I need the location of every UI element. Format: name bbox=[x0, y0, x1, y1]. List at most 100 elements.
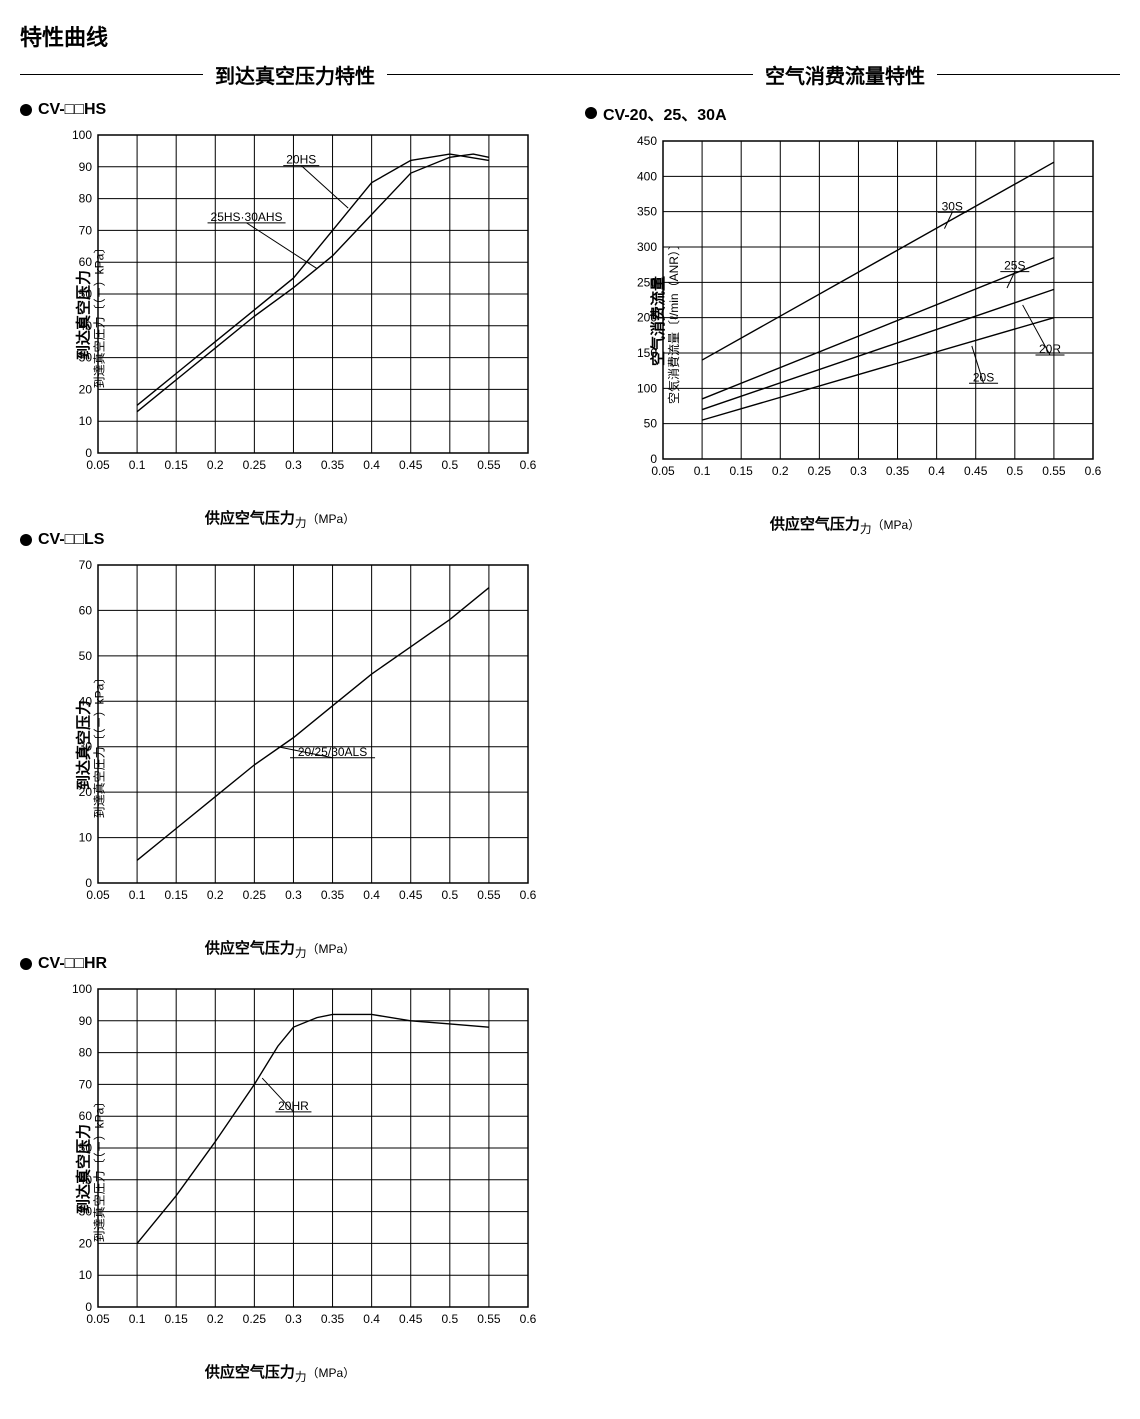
svg-text:0.1: 0.1 bbox=[129, 1312, 146, 1326]
svg-text:0.2: 0.2 bbox=[207, 458, 224, 472]
callout-20-25-30ALS: 20/25/30ALS bbox=[298, 745, 367, 759]
svg-text:0.45: 0.45 bbox=[399, 458, 423, 472]
svg-text:400: 400 bbox=[637, 169, 657, 183]
svg-text:0.35: 0.35 bbox=[321, 888, 345, 902]
svg-text:0.45: 0.45 bbox=[399, 1312, 423, 1326]
svg-text:0.2: 0.2 bbox=[207, 1312, 224, 1326]
svg-text:0.3: 0.3 bbox=[285, 1312, 302, 1326]
chart2-title-row: CV-□□LS bbox=[20, 531, 555, 549]
chart4-title-row: CV-20、25、30A bbox=[585, 101, 1120, 125]
svg-text:0.35: 0.35 bbox=[886, 464, 910, 478]
callout-25HS-30AHS: 25HS·30AHS bbox=[211, 210, 283, 224]
svg-text:0.5: 0.5 bbox=[441, 888, 458, 902]
svg-text:0.45: 0.45 bbox=[399, 888, 423, 902]
right-section-header: 空气消费流量特性 bbox=[570, 60, 1120, 89]
charts-grid: CV-□□HS 0.050.10.150.20.250.30.350.40.45… bbox=[20, 101, 1120, 1359]
svg-text:0.35: 0.35 bbox=[321, 458, 345, 472]
svg-text:0.05: 0.05 bbox=[651, 464, 675, 478]
bullet-icon bbox=[20, 534, 32, 546]
svg-text:0.4: 0.4 bbox=[363, 888, 380, 902]
bullet-icon bbox=[585, 107, 597, 119]
svg-text:0.25: 0.25 bbox=[243, 458, 267, 472]
svg-text:0.4: 0.4 bbox=[363, 458, 380, 472]
left-section-label: 到达真空压力特性 bbox=[215, 60, 375, 89]
series-20R bbox=[702, 289, 1054, 409]
svg-text:0.55: 0.55 bbox=[477, 458, 501, 472]
svg-text:0.5: 0.5 bbox=[441, 458, 458, 472]
svg-text:350: 350 bbox=[637, 205, 657, 219]
svg-text:0: 0 bbox=[85, 1300, 92, 1314]
svg-text:0.6: 0.6 bbox=[520, 458, 537, 472]
svg-text:70: 70 bbox=[79, 223, 93, 237]
svg-text:0.55: 0.55 bbox=[477, 1312, 501, 1326]
chart1-block: CV-□□HS 0.050.10.150.20.250.30.350.40.45… bbox=[20, 101, 555, 511]
svg-text:50: 50 bbox=[79, 649, 93, 663]
series-30S bbox=[702, 162, 1054, 360]
svg-text:450: 450 bbox=[637, 134, 657, 148]
svg-text:10: 10 bbox=[79, 831, 93, 845]
svg-text:0.05: 0.05 bbox=[86, 888, 110, 902]
svg-text:0.45: 0.45 bbox=[964, 464, 988, 478]
svg-text:0.25: 0.25 bbox=[808, 464, 832, 478]
svg-text:0.6: 0.6 bbox=[520, 1312, 537, 1326]
svg-text:80: 80 bbox=[79, 192, 93, 206]
callout-20HS: 20HS bbox=[286, 153, 316, 167]
svg-text:0.5: 0.5 bbox=[1006, 464, 1023, 478]
svg-text:90: 90 bbox=[79, 160, 93, 174]
series-20HR bbox=[137, 1014, 489, 1243]
svg-text:50: 50 bbox=[644, 417, 658, 431]
svg-text:10: 10 bbox=[79, 1268, 93, 1282]
chart1-title-row: CV-□□HS bbox=[20, 101, 555, 119]
svg-text:0.25: 0.25 bbox=[243, 1312, 267, 1326]
svg-text:70: 70 bbox=[79, 1077, 93, 1091]
right-section-label: 空气消费流量特性 bbox=[765, 60, 925, 89]
series-20HS bbox=[137, 154, 489, 405]
series-20-25-30ALS bbox=[137, 588, 489, 861]
svg-text:10: 10 bbox=[79, 414, 93, 428]
svg-text:0: 0 bbox=[85, 446, 92, 460]
svg-text:100: 100 bbox=[72, 982, 92, 996]
chart2-title: CV-□□LS bbox=[38, 531, 104, 549]
x-axis-label: 供应空气压力力（MPa） bbox=[20, 937, 540, 961]
callout-20S: 20S bbox=[973, 370, 994, 384]
series-25HS-30AHS bbox=[137, 154, 489, 412]
callout-30S: 30S bbox=[942, 199, 963, 213]
svg-text:0.2: 0.2 bbox=[207, 888, 224, 902]
svg-text:0.4: 0.4 bbox=[928, 464, 945, 478]
svg-text:0.3: 0.3 bbox=[285, 458, 302, 472]
svg-text:0.35: 0.35 bbox=[321, 1312, 345, 1326]
chart1-title: CV-□□HS bbox=[38, 101, 106, 119]
svg-text:0.6: 0.6 bbox=[1085, 464, 1102, 478]
svg-text:70: 70 bbox=[79, 558, 93, 572]
svg-text:0.55: 0.55 bbox=[1042, 464, 1066, 478]
svg-text:100: 100 bbox=[72, 128, 92, 142]
chart4-block: CV-20、25、30A 0.050.10.150.20.250.30.350.… bbox=[585, 101, 1120, 511]
svg-text:90: 90 bbox=[79, 1014, 93, 1028]
svg-text:0.1: 0.1 bbox=[694, 464, 711, 478]
svg-text:0.05: 0.05 bbox=[86, 1312, 110, 1326]
page-title: 特性曲线 bbox=[20, 20, 1120, 52]
svg-text:0.2: 0.2 bbox=[772, 464, 789, 478]
chart3: 0.05 0.1 0.15 0.2 0.25 0.3 0.35 0.4 0.45 0.5 0.55 0… bbox=[20, 979, 540, 1359]
callout-25S: 25S bbox=[1004, 259, 1025, 273]
section-headers: 到达真空压力特性 空气消费流量特性 bbox=[20, 60, 1120, 89]
svg-text:0.55: 0.55 bbox=[477, 888, 501, 902]
chart3-block: CV-□□HR 0.050.10.150.20.250.30.350.40.45… bbox=[20, 955, 555, 1359]
svg-text:0.3: 0.3 bbox=[850, 464, 867, 478]
svg-text:0.25: 0.25 bbox=[243, 888, 267, 902]
series-20S bbox=[702, 318, 1054, 420]
svg-text:0.6: 0.6 bbox=[520, 888, 537, 902]
x-axis-label: 供应空气压力力（MPa） bbox=[585, 513, 1105, 537]
y-axis-label: 空气消费流量空気消費流量〔ℓ/min（ANR）〕 bbox=[651, 238, 681, 404]
svg-text:0.1: 0.1 bbox=[129, 888, 146, 902]
svg-text:0.05: 0.05 bbox=[86, 458, 110, 472]
svg-text:60: 60 bbox=[79, 603, 93, 617]
svg-text:0: 0 bbox=[650, 452, 657, 466]
left-section-header: 到达真空压力特性 bbox=[20, 60, 570, 89]
svg-text:0.5: 0.5 bbox=[441, 1312, 458, 1326]
x-axis-label: 供应空气压力力（MPa） bbox=[20, 1361, 540, 1385]
callout-20HR: 20HR bbox=[278, 1099, 309, 1113]
svg-text:0.4: 0.4 bbox=[363, 1312, 380, 1326]
chart4-title: CV-20、25、30A bbox=[603, 101, 727, 125]
svg-text:0.15: 0.15 bbox=[165, 1312, 189, 1326]
